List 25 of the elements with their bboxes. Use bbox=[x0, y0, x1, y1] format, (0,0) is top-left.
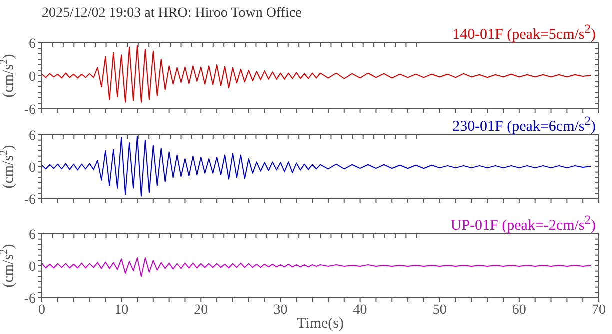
y-tick-label: -6 bbox=[24, 102, 36, 118]
text: UP-01F (peak=-2cm/s$^{2}$) bbox=[450, 213, 596, 235]
y-tick-label: 0 bbox=[29, 160, 36, 176]
line-series bbox=[42, 258, 592, 278]
line-series bbox=[42, 45, 592, 103]
line-series bbox=[42, 136, 592, 197]
x-tick-label: 20 bbox=[194, 302, 208, 318]
y-tick-label: 6 bbox=[29, 228, 36, 243]
y-tick-label: -6 bbox=[24, 192, 36, 208]
x-tick-label: 0 bbox=[38, 302, 46, 318]
x-tick-label: 30 bbox=[274, 302, 288, 318]
x-tick-label: 70 bbox=[592, 302, 606, 318]
x-tick-label: 60 bbox=[512, 302, 526, 318]
x-tick-label: 50 bbox=[432, 302, 447, 318]
text: 230-01F (peak=6cm/s$^{2}$) bbox=[452, 114, 596, 136]
y-tick-label: 0 bbox=[29, 260, 36, 275]
x-axis-title: Time(s) bbox=[297, 316, 344, 332]
chart-title: 2025/12/02 19:03 at HRO: Hiroo Town Office bbox=[42, 6, 302, 21]
x-tick-label: 10 bbox=[114, 302, 129, 318]
y-tick-label: 6 bbox=[29, 36, 36, 52]
y-tick-label: -6 bbox=[24, 292, 36, 307]
y-tick-label: 6 bbox=[29, 128, 36, 144]
y-tick-label: 0 bbox=[29, 70, 36, 85]
text: 140-01F (peak=5cm/s$^{2}$) bbox=[452, 22, 596, 44]
x-tick-label: 40 bbox=[353, 302, 368, 318]
